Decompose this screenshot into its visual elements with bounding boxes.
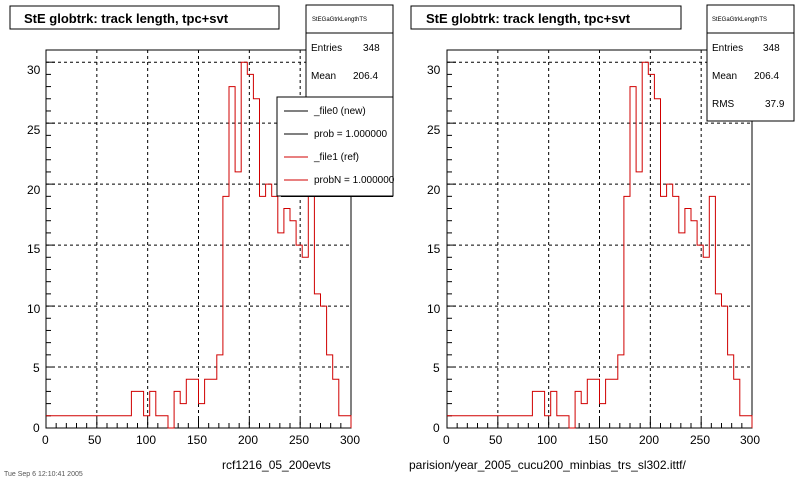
left-y-tick-10: 10 (27, 302, 41, 316)
left-histogram (46, 61, 352, 429)
page-stamp: Tue Sep 6 12:10:41 2005 (4, 471, 83, 478)
right-x-tick-250: 250 (690, 433, 710, 447)
left-stats-mean-label: Mean (311, 71, 336, 82)
left-legend: _file0 (new) prob = 1.000000 _file1 (ref… (276, 96, 395, 197)
right-stats-entries-label: Entries (712, 43, 743, 54)
right-y-tick-10: 10 (427, 302, 441, 316)
left-y-tick-25: 25 (27, 123, 41, 137)
right-panel: StE globtrk: track length, tpc+svt 0 5 1… (409, 4, 795, 472)
left-histogram-line (46, 61, 352, 429)
left-x-tick-300: 300 (340, 433, 360, 447)
legend-label-probn: probN = 1.000000 (314, 175, 395, 186)
legend-label-new: _file0 (new) (313, 106, 366, 117)
left-x-tick-50: 50 (88, 433, 102, 447)
right-stats-name: StEGaGtrkLengthTS (712, 17, 767, 23)
right-y-tick-15: 15 (427, 242, 441, 256)
right-y-tick-30: 30 (427, 63, 441, 77)
right-footer: parision/year_2005_cucu200_minbias_trs_s… (409, 458, 687, 472)
left-title: StE globtrk: track length, tpc+svt (24, 11, 229, 26)
left-panel: StE globtrk: track length, tpc+svt 0 5 1… (9, 4, 395, 472)
left-y-tick-15: 15 (27, 242, 41, 256)
left-stats-mean: 206.4 (353, 71, 378, 82)
right-stats-rms: 37.9 (765, 99, 785, 110)
right-title-box (410, 5, 682, 30)
left-ticks (45, 49, 352, 429)
left-x-tick-100: 100 (136, 433, 156, 447)
right-y-tick-5: 5 (433, 361, 440, 375)
left-x-tick-150: 150 (187, 433, 207, 447)
right-x-tick-100: 100 (537, 433, 557, 447)
right-x-tick-200: 200 (639, 433, 659, 447)
right-grid (447, 50, 752, 428)
left-y-tick-0: 0 (33, 421, 40, 435)
left-x-tick-200: 200 (238, 433, 258, 447)
left-stats-entries: 348 (363, 43, 380, 54)
legend-label-ref: _file1 (ref) (313, 152, 359, 163)
left-y-tick-30: 30 (27, 63, 41, 77)
left-x-tick-0: 0 (42, 433, 49, 447)
right-x-tick-150: 150 (588, 433, 608, 447)
left-y-tick-5: 5 (33, 361, 40, 375)
right-stats-entries: 348 (763, 43, 780, 54)
right-x-tick-300: 300 (740, 433, 760, 447)
left-stats-name: StEGaGtrkLengthTS (312, 17, 367, 23)
left-stats-entries-label: Entries (311, 43, 342, 54)
right-stats-box: StEGaGtrkLengthTS Entries 348 Mean 206.4… (706, 4, 795, 122)
left-x-tick-250: 250 (289, 433, 309, 447)
legend-label-prob: prob = 1.000000 (314, 129, 388, 140)
right-y-tick-25: 25 (427, 123, 441, 137)
right-stats-mean-label: Mean (712, 71, 737, 82)
right-title: StE globtrk: track length, tpc+svt (426, 11, 631, 26)
right-stats-mean: 206.4 (754, 71, 779, 82)
right-stats-rms-label: RMS (712, 99, 735, 110)
right-ticks (446, 49, 753, 429)
left-y-tick-20: 20 (27, 183, 41, 197)
left-footer: rcf1216_05_200evts (222, 458, 331, 472)
right-histogram (447, 61, 753, 429)
right-x-tick-0: 0 (443, 433, 450, 447)
left-title-box (9, 5, 280, 30)
right-y-tick-0: 0 (433, 421, 440, 435)
right-y-tick-20: 20 (427, 183, 441, 197)
right-histogram-line (447, 61, 753, 429)
right-x-tick-50: 50 (489, 433, 503, 447)
